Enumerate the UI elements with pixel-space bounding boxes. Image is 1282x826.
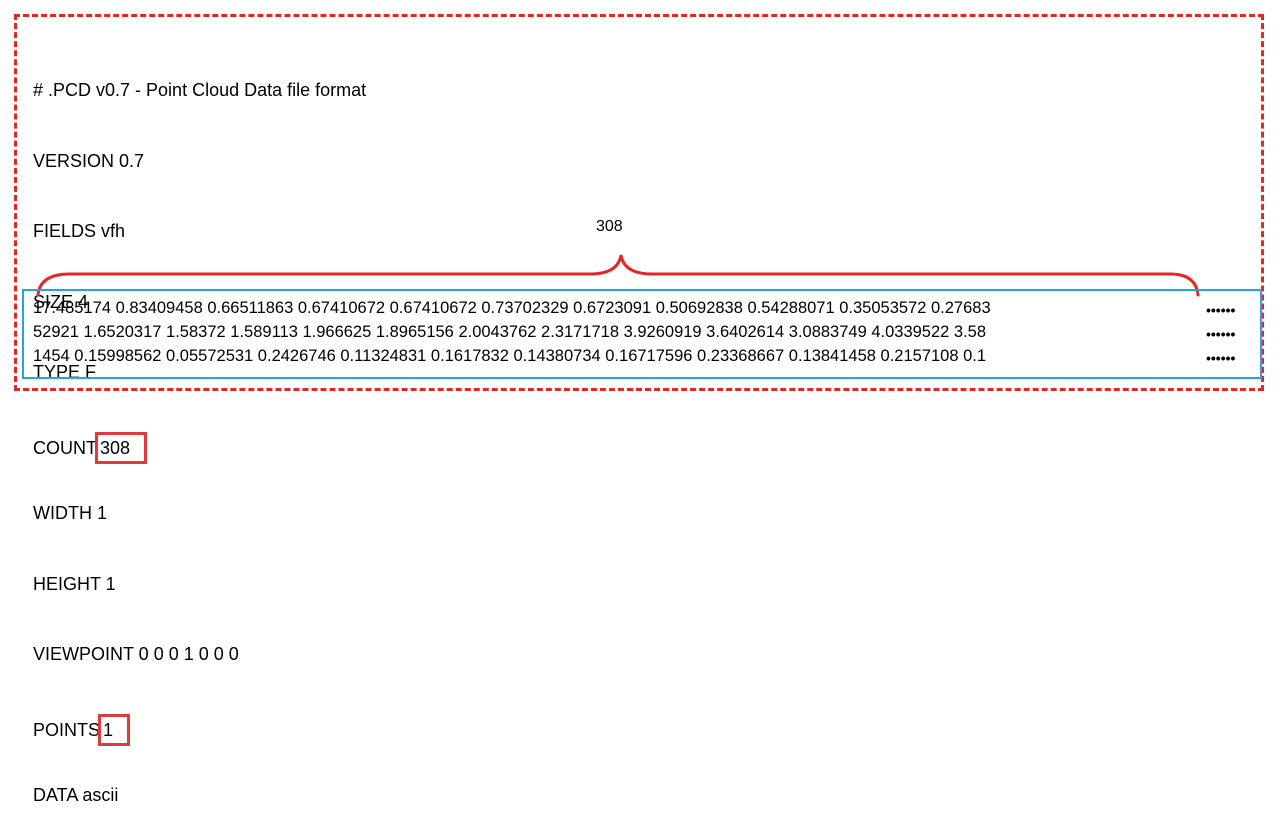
data-row-3: 1454 0.15998562 0.05572531 0.2426746 0.1…: [33, 347, 987, 365]
data-row-2: 52921 1.6520317 1.58372 1.589113 1.96662…: [33, 323, 987, 341]
data-values-frame: [22, 289, 1262, 379]
ellipsis-row-2: ••••••: [1206, 326, 1236, 342]
header-count-line: COUNT 308: [33, 431, 366, 464]
header-version-line: VERSION 0.7: [33, 150, 145, 171]
header-comment-line: # .PCD v0.7 - Point Cloud Data file form…: [33, 80, 367, 100]
curly-brace-annotation: [36, 254, 1200, 297]
points-value: 1: [103, 719, 114, 740]
header-height-line: HEIGHT 1: [33, 573, 116, 594]
brace-label: 308: [596, 218, 623, 235]
ellipsis-row-1: ••••••: [1206, 302, 1236, 318]
data-values: 17.485174 0.83409458 0.66511863 0.674106…: [33, 296, 1195, 376]
points-value-highlight: 1: [98, 713, 131, 746]
ellipsis-row-3: ••••••: [1206, 350, 1236, 366]
curly-brace-path: [36, 254, 1200, 297]
header-points-line: POINTS 1: [33, 713, 366, 746]
data-row-1: 17.485174 0.83409458 0.66511863 0.674106…: [33, 299, 991, 317]
points-label: POINTS: [33, 719, 101, 740]
count-value: 308: [100, 437, 131, 458]
header-viewpoint-line: VIEWPOINT 0 0 0 1 0 0 0: [33, 644, 239, 664]
header-width-line: WIDTH 1: [33, 503, 107, 523]
count-label: COUNT: [33, 437, 97, 458]
header-size-line: SIZE 4: [33, 291, 89, 312]
header-fields-line: FIELDS vfh: [33, 221, 126, 241]
outer-dashed-frame: [14, 14, 1264, 391]
header-data-line: DATA ascii: [33, 785, 119, 805]
count-value-highlight: 308: [95, 431, 148, 464]
